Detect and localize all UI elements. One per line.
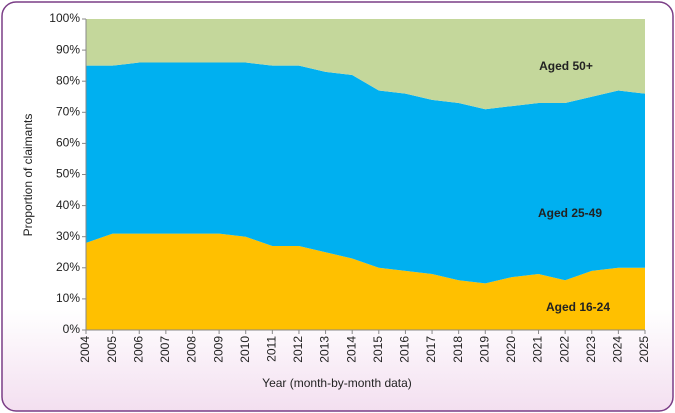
y-tick-label: 100% [49, 11, 80, 25]
x-tick-label: 2008 [185, 336, 199, 363]
x-tick-label: 2021 [531, 336, 545, 363]
x-tick-label: 2025 [637, 336, 651, 363]
area [86, 62, 645, 284]
x-tick-label: 2011 [265, 336, 279, 362]
series-label: Aged 50+ [539, 59, 593, 73]
x-tick-label: 2013 [318, 336, 332, 363]
x-tick-label: 2007 [158, 336, 172, 363]
x-tick-label: 2018 [451, 336, 465, 363]
y-tick-label: 20% [56, 260, 80, 274]
x-tick-label: 2010 [238, 336, 252, 363]
x-tick-label: 2023 [584, 336, 598, 363]
y-tick-label: 80% [56, 73, 80, 87]
x-tick-label: 2006 [131, 336, 145, 363]
x-tick-label: 2004 [78, 336, 92, 363]
x-axis-title: Year (month-by-month data) [262, 376, 412, 390]
y-tick-label: 60% [56, 136, 80, 150]
area [86, 233, 645, 330]
y-tick-label: 0% [63, 322, 81, 336]
x-tick-label: 2016 [398, 336, 412, 363]
series-label: Aged 25-49 [538, 206, 602, 220]
y-tick-label: 50% [56, 167, 80, 181]
y-tick-label: 90% [56, 42, 80, 56]
x-tick-label: 2014 [344, 336, 358, 363]
x-tick-label: 2019 [477, 336, 491, 363]
area [86, 19, 645, 110]
y-tick-label: 70% [56, 104, 80, 118]
x-tick-label: 2012 [291, 336, 305, 363]
y-tick-label: 40% [56, 198, 80, 212]
x-tick-label: 2009 [211, 336, 225, 363]
x-tick-label: 2024 [611, 336, 625, 363]
y-tick-label: 30% [56, 229, 80, 243]
x-tick-label: 2015 [371, 336, 385, 363]
series-label: Aged 16-24 [546, 300, 610, 314]
x-tick-label: 2005 [105, 336, 119, 363]
x-tick-label: 2022 [557, 336, 571, 363]
y-tick-label: 10% [56, 291, 80, 305]
y-axis-title: Proportion of claimants [21, 114, 35, 237]
x-tick-label: 2017 [424, 336, 438, 363]
x-tick-label: 2020 [504, 336, 518, 363]
